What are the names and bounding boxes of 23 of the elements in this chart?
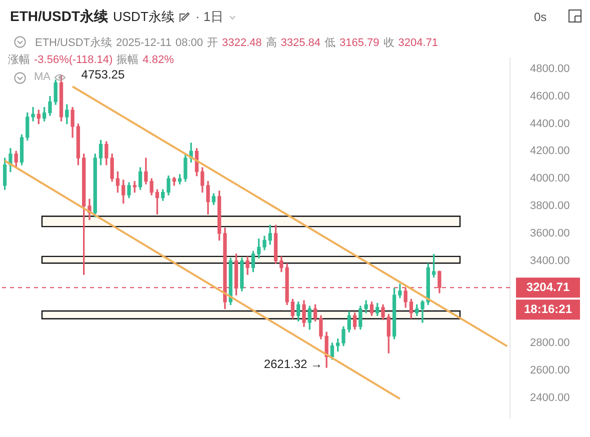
ref-line-label: 3204.71	[526, 280, 570, 294]
y-tick-label: 2400.00	[530, 392, 570, 404]
text: ETH/USDT永续 2025-12-11 08:00 开 3322.48 高 3325.84 低 3165.79 收 3204.71	[35, 37, 438, 49]
text: 18:16:21	[524, 302, 572, 316]
y-tick-label: 2800.00	[530, 337, 570, 350]
candlestick	[31, 107, 35, 122]
text: 0s	[534, 10, 547, 24]
y-tick-label: 4400.00	[530, 118, 570, 130]
y-tick-label: 3800.00	[530, 200, 570, 212]
annotation: 2621.32 →	[264, 356, 323, 371]
annotation: 4753.25	[81, 68, 125, 82]
y-tick-label: 3600.00	[530, 227, 570, 240]
chart-title: ETH/USDT永续	[10, 8, 108, 26]
annotation: 涨幅 -3.56%(-118.14) 振幅 4.82%	[8, 54, 174, 66]
y-tick-label: 4800.00	[530, 62, 570, 75]
y-tick-label: 4200.00	[530, 145, 570, 158]
y-tick-label: 2600.00	[530, 364, 570, 376]
annotation: MA	[34, 71, 50, 83]
y-tick-label: 4000.00	[530, 172, 570, 185]
text: · 1日	[195, 8, 224, 26]
y-tick-label: 4600.00	[530, 90, 570, 102]
y-tick-label: 3400.00	[530, 254, 570, 267]
chart-subtitle: USDT永续	[113, 8, 174, 26]
